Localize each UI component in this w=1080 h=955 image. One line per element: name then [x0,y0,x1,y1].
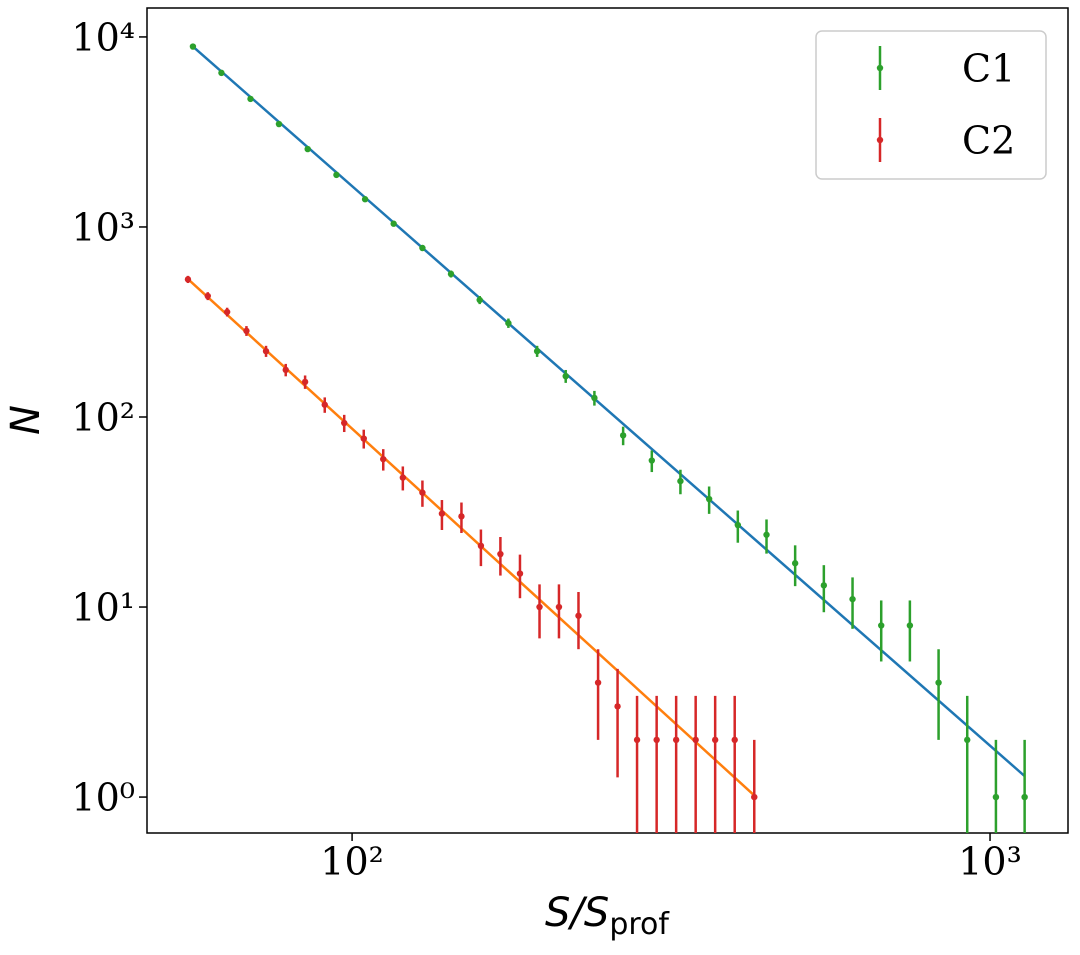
point [734,521,742,529]
point [935,679,942,686]
point [633,736,641,744]
point [653,736,660,744]
point [282,366,289,374]
point [458,513,465,520]
point [906,622,914,629]
plot-area [146,7,1069,834]
point [380,455,387,463]
point [705,495,713,503]
y-axis-label: N [3,405,49,435]
legend-box [815,30,1047,180]
x-axis-label: S/Sprof [545,890,670,942]
point [1021,793,1028,801]
legend-marker-dot [876,64,884,72]
point [477,542,485,550]
point [301,378,309,386]
point [591,394,598,402]
point [763,531,770,538]
point [438,510,446,517]
point [304,145,311,153]
point [575,612,582,619]
point [533,347,541,355]
point [419,489,426,496]
y-tick-label: 10¹ [71,586,135,630]
x-axis-label-sub: prof [609,907,670,942]
point [247,95,254,103]
point [399,474,407,481]
point [751,793,758,801]
fit-line [187,278,756,797]
y-tick-label: 10⁰ [71,776,135,820]
x-tick-label: 10² [320,840,384,884]
point [516,570,524,577]
point [849,595,856,603]
point [619,432,627,439]
legend-label: C1 [962,47,1015,91]
point [275,120,283,128]
point [223,308,231,316]
legend-label: C2 [962,119,1015,163]
point [731,736,738,744]
point [791,560,799,567]
point [333,171,340,179]
y-tick-label: 10⁴ [71,15,135,59]
point [390,220,397,227]
point [594,679,602,686]
point [964,736,971,744]
point [184,276,192,283]
fit-line [192,45,1026,777]
point [189,43,197,50]
x-tick-label: 10³ [958,840,1022,884]
y-tick-label: 10² [71,396,135,440]
point [677,477,684,485]
legend-marker-dot [876,136,884,144]
point [672,736,680,744]
point [476,296,483,304]
point [562,372,569,380]
point [419,244,426,252]
point [555,603,563,611]
point [505,319,512,327]
point [262,347,270,355]
point [341,419,348,427]
point [711,736,719,744]
point [536,603,543,611]
point [692,736,699,744]
point [614,703,621,710]
point [447,270,455,278]
point [361,196,369,203]
plot [184,43,1028,833]
point [218,69,225,77]
point [497,550,504,558]
point [321,401,328,408]
point [878,622,885,629]
point [360,435,367,442]
point [992,793,1000,801]
x-axis-label-main: S/S [545,890,609,936]
point [648,457,656,464]
y-tick-label: 10³ [71,205,135,249]
point [820,582,828,589]
point [204,292,211,300]
point [243,327,250,335]
